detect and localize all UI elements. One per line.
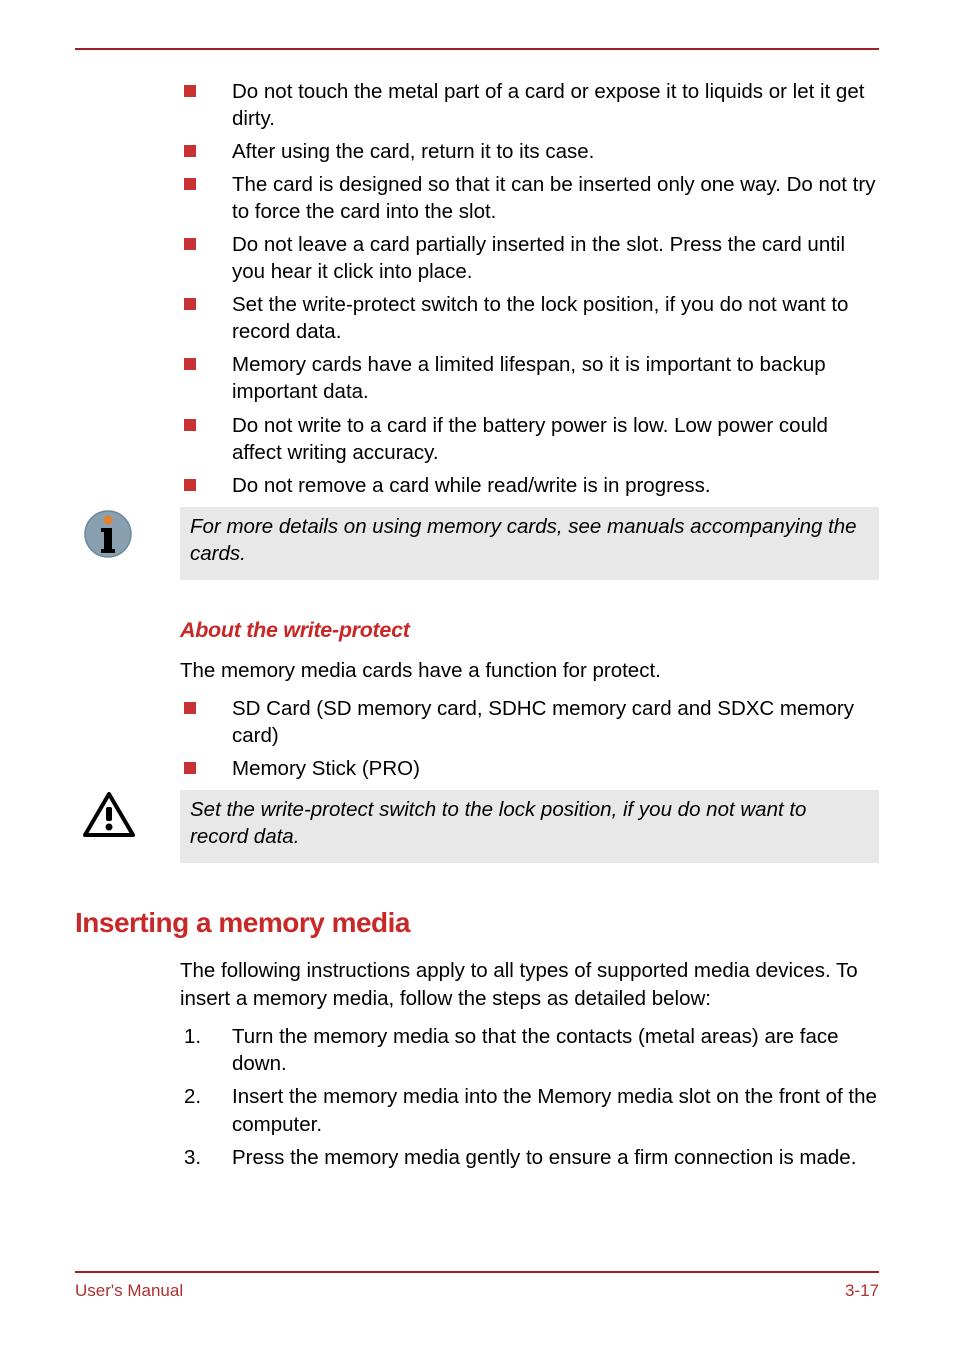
list-item: Insert the memory media into the Memory … [180,1083,879,1138]
info-callout-text: For more details on using memory cards, … [180,507,879,580]
info-icon [83,509,133,559]
header-rule [75,48,879,50]
list-item: Set the write-protect switch to the lock… [180,291,879,345]
list-item: Memory cards have a limited lifespan, so… [180,351,879,405]
list-item: Do not leave a card partially inserted i… [180,231,879,285]
write-protect-intro: The memory media cards have a function f… [180,657,879,685]
page-footer: User's Manual 3-17 [75,1271,879,1301]
list-item: Press the memory media gently to ensure … [180,1144,879,1171]
warning-icon [83,792,135,838]
footer-page-number: 3-17 [845,1281,879,1301]
list-item: Do not remove a card while read/write is… [180,472,879,499]
warning-callout: Set the write-protect switch to the lock… [75,790,879,863]
write-protect-heading: About the write-protect [180,618,879,643]
list-item: After using the card, return it to its c… [180,138,879,165]
list-item: SD Card (SD memory card, SDHC memory car… [180,695,879,749]
inserting-heading: Inserting a memory media [75,907,879,939]
card-care-list: Do not touch the metal part of a card or… [180,78,879,499]
warning-callout-text: Set the write-protect switch to the lock… [180,790,879,863]
footer-left: User's Manual [75,1281,183,1301]
list-item: Do not write to a card if the battery po… [180,412,879,466]
inserting-steps: Turn the memory media so that the contac… [180,1023,879,1172]
list-item: Do not touch the metal part of a card or… [180,78,879,132]
list-item: The card is designed so that it can be i… [180,171,879,225]
inserting-intro: The following instructions apply to all … [180,957,879,1012]
write-protect-list: SD Card (SD memory card, SDHC memory car… [180,695,879,782]
info-callout: For more details on using memory cards, … [75,507,879,580]
list-item: Memory Stick (PRO) [180,755,879,782]
footer-rule [75,1271,879,1273]
list-item: Turn the memory media so that the contac… [180,1023,879,1078]
